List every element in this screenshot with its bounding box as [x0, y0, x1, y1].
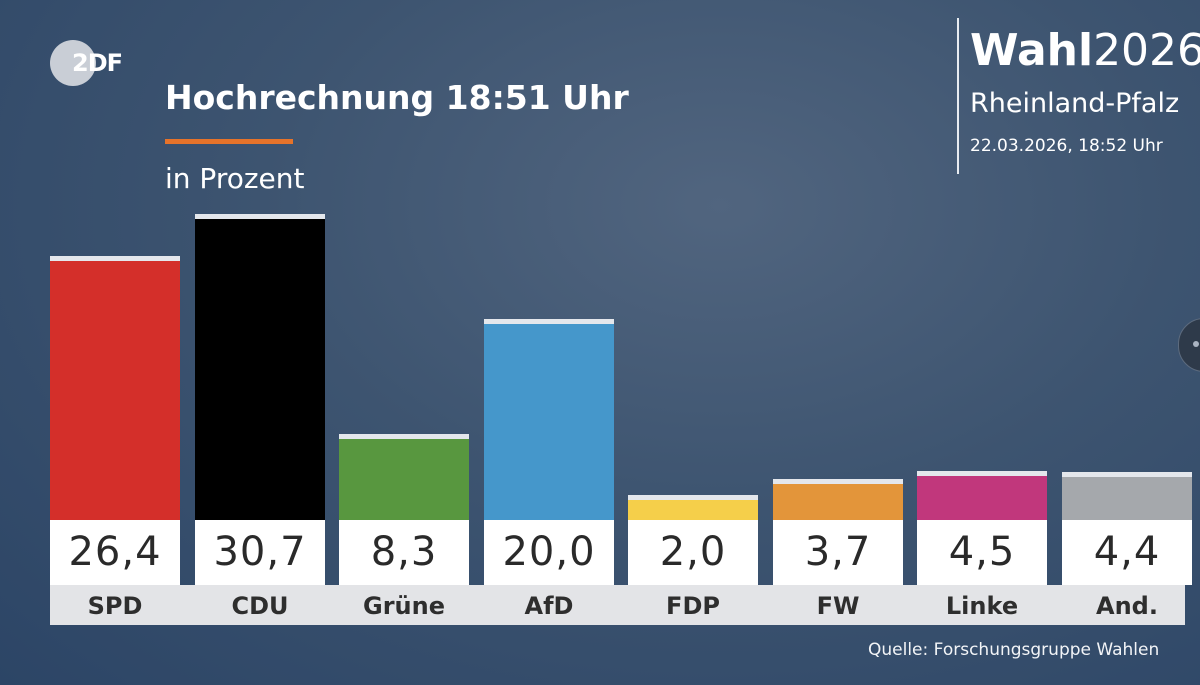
bar-cap-spd — [50, 256, 180, 261]
value-label-linke: 4,5 — [917, 520, 1047, 585]
source-note: Quelle: Forschungsgruppe Wahlen — [868, 640, 1160, 660]
header-divider — [957, 18, 959, 174]
value-label-cdu: 30,7 — [195, 520, 325, 585]
party-label-afd: AfD — [524, 592, 574, 620]
party-label-cdu: CDU — [231, 592, 289, 620]
value-label-fdp: 2,0 — [628, 520, 758, 585]
party-label-linke: Linke — [945, 592, 1019, 620]
value-label-spd: 26,4 — [50, 520, 180, 585]
bar-cap-afd — [484, 319, 614, 324]
election-brand: Wahl2026 — [970, 25, 1200, 76]
bar-grne — [339, 439, 469, 520]
bar-cap-and — [1062, 472, 1192, 477]
party-label-fw: FW — [816, 592, 860, 620]
party-label-spd: SPD — [87, 592, 143, 620]
value-label-and: 4,4 — [1062, 520, 1192, 585]
value-label-fw: 3,7 — [773, 520, 903, 585]
timestamp: 22.03.2026, 18:52 Uhr — [970, 136, 1163, 156]
bar-fdp — [628, 500, 758, 520]
chart-unit-label: in Prozent — [165, 162, 305, 195]
chart-title: Hochrechnung 18:51 Uhr — [165, 78, 629, 117]
zdf-logo-text: 2DF — [72, 49, 123, 77]
label-row — [50, 585, 1185, 625]
value-label-grne: 8,3 — [339, 520, 469, 585]
party-label-grne: Grüne — [363, 592, 445, 620]
bar-cap-linke — [917, 471, 1047, 476]
bar-fw — [773, 484, 903, 520]
title-underline — [165, 139, 293, 144]
party-label-fdp: FDP — [666, 592, 720, 620]
value-label-afd: 20,0 — [484, 520, 614, 585]
bar-cap-fw — [773, 479, 903, 484]
bar-cap-fdp — [628, 495, 758, 500]
bar-spd — [50, 261, 180, 520]
region-label: Rheinland-Pfalz — [970, 88, 1180, 119]
bar-cap-cdu — [195, 214, 325, 219]
party-label-and: And. — [1096, 592, 1158, 620]
zdf-logo — [50, 40, 96, 86]
bar-linke — [917, 476, 1047, 520]
bar-afd — [484, 324, 614, 520]
bar-cdu — [195, 219, 325, 520]
bar-and — [1062, 477, 1192, 520]
bar-cap-grne — [339, 434, 469, 439]
